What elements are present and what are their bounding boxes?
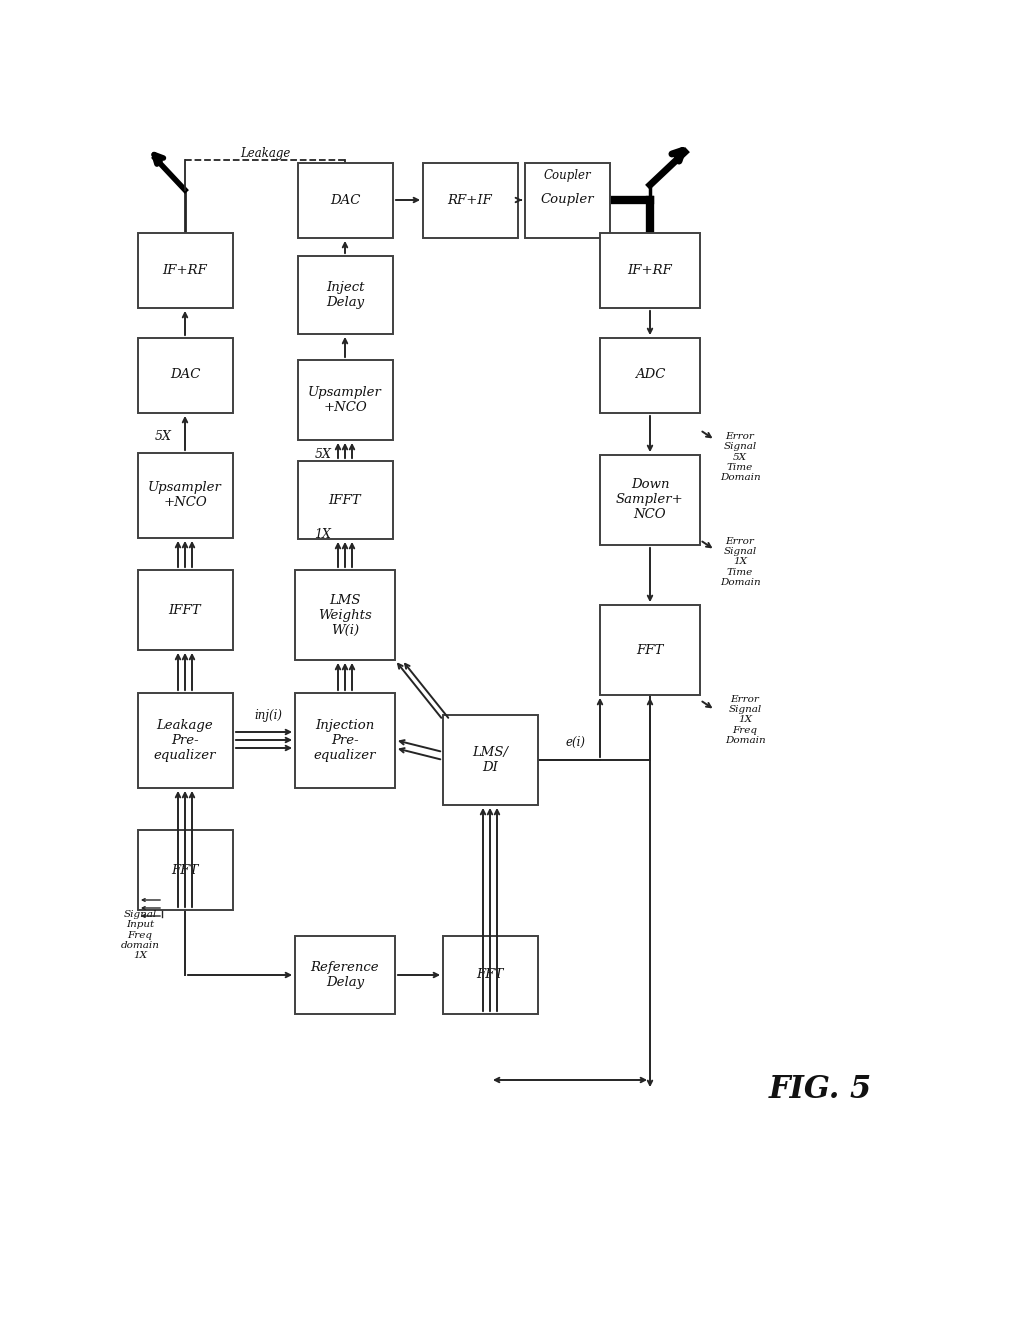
Text: IF+RF: IF+RF	[163, 264, 208, 276]
Bar	[137, 453, 232, 537]
Text: IFFT: IFFT	[169, 603, 202, 616]
Text: e(i): e(i)	[565, 735, 585, 748]
Text: LMS/
DI: LMS/ DI	[472, 746, 508, 774]
Text: FFT: FFT	[636, 644, 664, 656]
Text: FFT: FFT	[476, 969, 504, 982]
Bar	[442, 936, 538, 1014]
Bar	[295, 570, 395, 660]
Text: RF+IF: RF+IF	[447, 194, 493, 206]
Bar	[295, 693, 395, 788]
Text: Error
Signal
5X
Time
Domain: Error Signal 5X Time Domain	[720, 432, 760, 482]
Bar	[137, 693, 232, 788]
Text: inj(i): inj(i)	[254, 709, 282, 722]
Bar	[137, 570, 232, 649]
Bar	[295, 936, 395, 1014]
Text: DAC: DAC	[170, 368, 200, 381]
Bar	[298, 360, 392, 440]
Bar	[600, 338, 700, 412]
Text: IFFT: IFFT	[329, 494, 361, 507]
Bar	[600, 232, 700, 308]
Bar	[442, 715, 538, 805]
Bar	[137, 232, 232, 308]
Text: 5X: 5X	[314, 449, 332, 462]
Text: FIG. 5: FIG. 5	[768, 1074, 871, 1106]
Text: IF+RF: IF+RF	[628, 264, 673, 276]
Bar	[524, 162, 609, 238]
Text: Leakage
Pre-
equalizer: Leakage Pre- equalizer	[154, 718, 216, 762]
Text: Inject
Delay: Inject Delay	[326, 281, 365, 309]
Text: 5X: 5X	[155, 430, 171, 444]
Bar	[137, 338, 232, 412]
Bar	[298, 461, 392, 539]
Text: LMS
Weights
W(i): LMS Weights W(i)	[318, 594, 372, 636]
Text: Down
Sampler+
NCO: Down Sampler+ NCO	[616, 479, 684, 521]
Text: Coupler: Coupler	[541, 194, 594, 206]
Text: Error
Signal
1X
Time
Domain: Error Signal 1X Time Domain	[720, 537, 760, 587]
Bar	[600, 605, 700, 696]
Text: Upsampler
+NCO: Upsampler +NCO	[308, 385, 382, 414]
Text: Error
Signal
1X
Freq
Domain: Error Signal 1X Freq Domain	[725, 694, 765, 746]
Text: FFT: FFT	[171, 863, 199, 876]
Bar	[137, 830, 232, 909]
Text: Upsampler
+NCO: Upsampler +NCO	[148, 480, 222, 510]
Bar	[298, 256, 392, 334]
Text: DAC: DAC	[330, 194, 360, 206]
Bar	[423, 162, 517, 238]
Text: Injection
Pre-
equalizer: Injection Pre- equalizer	[313, 718, 376, 762]
Text: ADC: ADC	[635, 368, 666, 381]
Text: Leakage: Leakage	[240, 147, 290, 160]
Text: Signal
Input
Freq
domain
1X: Signal Input Freq domain 1X	[121, 909, 160, 961]
Text: Coupler: Coupler	[543, 169, 591, 181]
Bar	[600, 455, 700, 545]
Text: Reference
Delay: Reference Delay	[310, 961, 379, 989]
Bar	[298, 162, 392, 238]
Text: 1X: 1X	[314, 528, 332, 541]
